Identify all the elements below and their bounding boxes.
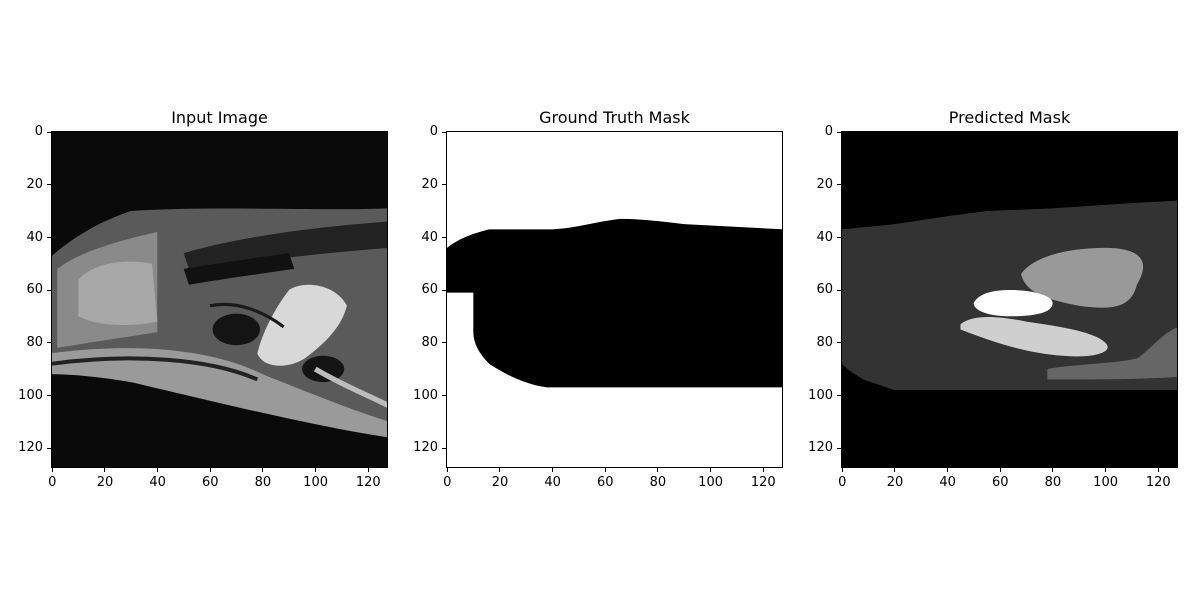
y-tick-mark — [837, 131, 841, 133]
y-tick-mark — [47, 131, 51, 133]
y-tick-mark — [47, 395, 51, 397]
x-tick-mark — [947, 468, 949, 472]
x-tick-label: 20 — [96, 475, 114, 490]
predicted-mask-image — [842, 132, 1177, 467]
x-tick-mark — [367, 468, 369, 472]
x-tick-label: 120 — [750, 475, 776, 490]
y-tick-label: 120 — [808, 440, 833, 456]
x-tick-mark — [209, 468, 211, 472]
x-tick-label: 100 — [303, 475, 328, 490]
y-tick-label: 40 — [816, 229, 833, 245]
y-tick-mark — [47, 447, 51, 449]
y-tick-label: 60 — [26, 282, 43, 298]
y-tick-mark — [47, 184, 51, 186]
y-tick-label: 0 — [34, 124, 43, 140]
x-tick-label: 80 — [254, 475, 272, 490]
x-tick-mark — [604, 468, 606, 472]
x-tick-mark — [446, 468, 448, 472]
y-tick-mark — [442, 395, 446, 397]
y-tick-label: 60 — [816, 282, 833, 298]
x-tick-mark — [894, 468, 896, 472]
x-tick-mark — [552, 468, 554, 472]
x-tick-label: 0 — [48, 475, 57, 490]
panel-title: Ground Truth Mask — [539, 108, 690, 127]
y-tick-mark — [837, 447, 841, 449]
y-tick-mark — [837, 184, 841, 186]
y-tick-label: 100 — [18, 387, 43, 403]
x-tick-label: 100 — [1093, 475, 1118, 490]
y-tick-label: 0 — [824, 124, 833, 140]
x-tick-mark — [999, 468, 1001, 472]
x-tick-mark — [1157, 468, 1159, 472]
x-tick-mark — [51, 468, 53, 472]
x-tick-label: 40 — [149, 475, 166, 490]
y-tick-mark — [47, 289, 51, 291]
y-tick-mark — [442, 131, 446, 133]
y-tick-label: 120 — [413, 440, 438, 456]
x-tick-mark — [104, 468, 106, 472]
y-tick-label: 40 — [26, 229, 43, 245]
x-tick-mark — [657, 468, 659, 472]
y-tick-label: 20 — [421, 176, 438, 192]
x-tick-mark — [315, 468, 317, 472]
y-tick-mark — [442, 237, 446, 239]
x-tick-label: 60 — [992, 475, 1009, 490]
x-tick-label: 60 — [202, 475, 219, 490]
panel-title: Predicted Mask — [948, 108, 1071, 127]
x-tick-label: 20 — [491, 475, 509, 490]
x-tick-label: 120 — [355, 475, 381, 490]
y-tick-label: 40 — [421, 229, 438, 245]
y-tick-label: 20 — [816, 176, 833, 192]
y-tick-label: 60 — [421, 282, 438, 298]
x-tick-mark — [1105, 468, 1107, 472]
y-tick-label: 80 — [421, 334, 438, 350]
x-tick-mark — [262, 468, 264, 472]
y-tick-label: 100 — [808, 387, 833, 403]
image-axes-ground-truth — [446, 131, 783, 468]
y-tick-mark — [442, 184, 446, 186]
y-tick-label: 0 — [429, 124, 438, 140]
x-tick-label: 80 — [649, 475, 667, 490]
ground-truth-mask-image — [447, 132, 782, 467]
y-tick-mark — [442, 342, 446, 344]
x-tick-label: 20 — [886, 475, 904, 490]
y-tick-mark — [47, 237, 51, 239]
y-tick-label: 20 — [26, 176, 43, 192]
y-tick-mark — [442, 289, 446, 291]
y-tick-mark — [837, 395, 841, 397]
x-tick-label: 100 — [698, 475, 723, 490]
x-tick-mark — [762, 468, 764, 472]
y-tick-mark — [47, 342, 51, 344]
x-tick-mark — [841, 468, 843, 472]
panel-title: Input Image — [171, 108, 268, 127]
x-tick-label: 40 — [939, 475, 956, 490]
y-tick-mark — [837, 342, 841, 344]
y-tick-mark — [837, 237, 841, 239]
x-tick-label: 0 — [443, 475, 452, 490]
y-tick-label: 100 — [413, 387, 438, 403]
mri-slice-image — [52, 132, 387, 467]
image-axes-input — [51, 131, 388, 468]
x-tick-label: 80 — [1044, 475, 1062, 490]
x-tick-mark — [157, 468, 159, 472]
y-tick-label: 80 — [26, 334, 43, 350]
x-tick-label: 40 — [544, 475, 561, 490]
y-tick-mark — [442, 447, 446, 449]
y-tick-mark — [837, 289, 841, 291]
y-tick-label: 120 — [18, 440, 43, 456]
x-tick-mark — [1052, 468, 1054, 472]
x-tick-label: 120 — [1145, 475, 1171, 490]
x-tick-label: 60 — [597, 475, 614, 490]
x-tick-mark — [499, 468, 501, 472]
x-tick-mark — [710, 468, 712, 472]
y-tick-label: 80 — [816, 334, 833, 350]
image-axes-predicted — [841, 131, 1178, 468]
x-tick-label: 0 — [838, 475, 847, 490]
